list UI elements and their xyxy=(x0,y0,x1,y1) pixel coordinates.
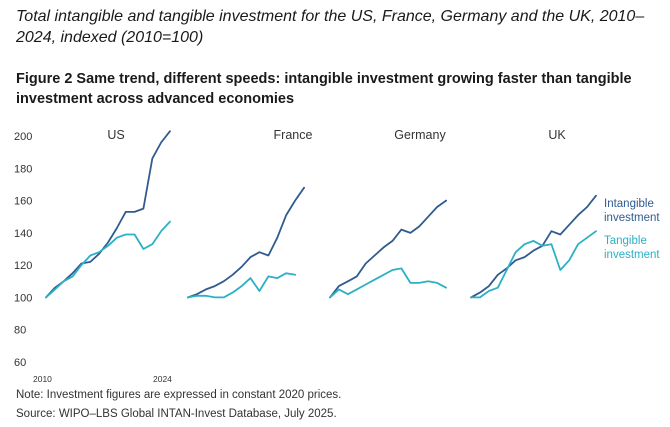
panel-title: UK xyxy=(548,128,566,142)
panel-title: France xyxy=(274,128,313,142)
x-tick-label: 2010 xyxy=(33,374,52,384)
series-line-germany-intangible xyxy=(329,199,448,299)
chart-subtitle: Total intangible and tangible investment… xyxy=(16,8,645,46)
y-tick-label: 100 xyxy=(14,292,32,304)
legend-label: Intangible xyxy=(604,198,654,210)
y-tick-label: 120 xyxy=(14,260,32,272)
chart-source: Source: WIPO–LBS Global INTAN-Invest Dat… xyxy=(16,408,337,420)
legend-label: investment xyxy=(604,212,660,224)
y-tick-label: 180 xyxy=(14,163,32,175)
series-line-germany-tangible xyxy=(329,267,448,299)
y-tick-label: 60 xyxy=(14,357,26,369)
series-line-us-intangible xyxy=(45,130,171,299)
y-tick-label: 160 xyxy=(14,196,32,208)
series-line-france-intangible xyxy=(187,186,306,299)
figure-title: Figure 2 Same trend, different speeds: i… xyxy=(16,71,632,107)
y-tick-label: 80 xyxy=(14,325,26,337)
series-line-france-tangible xyxy=(187,272,297,299)
series-line-uk-intangible xyxy=(470,194,597,299)
panel-title: US xyxy=(107,128,124,142)
panel-title: Germany xyxy=(394,128,446,142)
legend-label: investment xyxy=(604,249,660,261)
x-tick-label: 2024 xyxy=(153,374,172,384)
series-line-uk-tangible xyxy=(470,230,597,299)
chart-note: Note: Investment figures are expressed i… xyxy=(16,389,342,401)
y-tick-label: 140 xyxy=(14,228,32,240)
series-line-us-tangible xyxy=(45,220,171,299)
y-tick-label: 200 xyxy=(14,131,32,143)
legend-label: Tangible xyxy=(604,235,647,247)
